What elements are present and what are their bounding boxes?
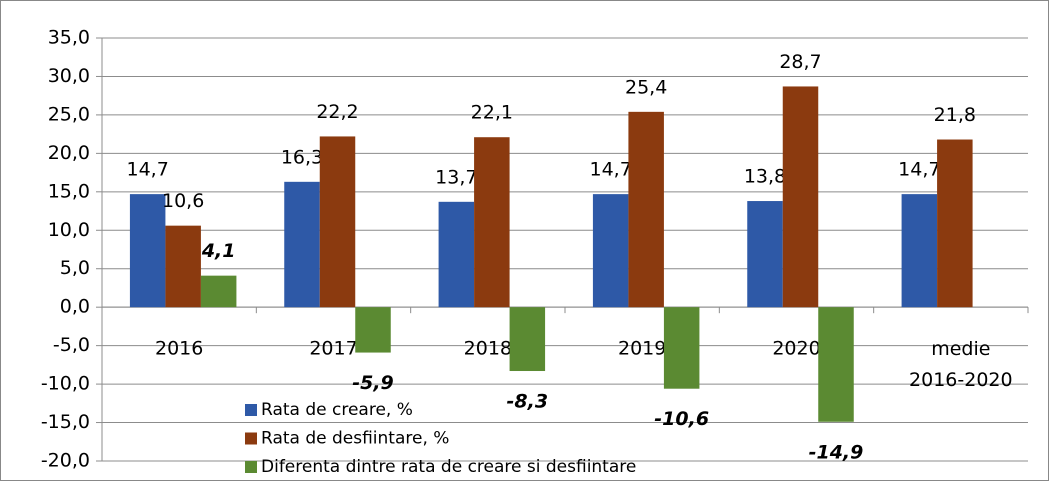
data-label: 14,7 xyxy=(127,159,169,181)
y-tick-label: -10,0 xyxy=(41,373,90,395)
bar xyxy=(200,275,237,308)
data-label: 22,2 xyxy=(316,101,358,123)
data-label: 14,7 xyxy=(590,159,632,181)
x-tick-label: 2019 xyxy=(618,338,666,360)
bar xyxy=(663,307,700,389)
y-tick-label: 35,0 xyxy=(48,27,90,49)
data-label: 21,8 xyxy=(934,104,976,126)
bar xyxy=(628,111,664,308)
bar xyxy=(937,139,973,308)
legend-swatch xyxy=(245,404,257,416)
data-label: 4,1 xyxy=(201,240,236,262)
bar xyxy=(284,181,320,308)
bar xyxy=(355,307,391,353)
data-label: -14,9 xyxy=(809,441,864,463)
legend-swatch xyxy=(245,461,257,473)
data-label: 13,7 xyxy=(435,166,477,188)
bar xyxy=(165,225,201,308)
data-label: 22,1 xyxy=(471,102,513,124)
bar xyxy=(747,201,783,308)
y-tick-label: 20,0 xyxy=(48,142,90,164)
bar xyxy=(129,194,166,308)
x-tick-label: 2020 xyxy=(772,338,820,360)
data-label: 16,3 xyxy=(281,146,323,168)
bar xyxy=(474,137,510,308)
x-tick-label-line: 2016-2020 xyxy=(909,369,1013,391)
data-label: 28,7 xyxy=(779,51,821,73)
legend-label: Rata de creare, % xyxy=(261,400,413,420)
data-label: 25,4 xyxy=(625,76,667,98)
y-tick-label: 0,0 xyxy=(60,296,90,318)
x-tick-label: 2016 xyxy=(155,338,203,360)
bar xyxy=(782,86,819,308)
bar xyxy=(901,194,938,308)
legend-swatch xyxy=(245,432,257,445)
x-tick-label: medie 2016-2020 xyxy=(909,338,1013,391)
data-label: 10,6 xyxy=(162,190,204,212)
data-label: -10,6 xyxy=(654,408,709,430)
y-tick-label: -15,0 xyxy=(41,411,90,433)
legend-label: Rata de desfiintare, % xyxy=(261,429,449,449)
data-label: 14,7 xyxy=(898,159,940,181)
y-tick-label: -20,0 xyxy=(41,450,90,472)
x-tick-label: 2017 xyxy=(309,338,357,360)
y-tick-label: 15,0 xyxy=(48,180,90,202)
bar xyxy=(592,194,629,308)
y-tick-label: 5,0 xyxy=(60,257,90,279)
x-tick-label-line: medie xyxy=(931,338,990,360)
bar xyxy=(509,307,546,372)
bar xyxy=(319,136,356,308)
y-tick-label: -5,0 xyxy=(53,334,90,356)
y-tick-label: 30,0 xyxy=(48,65,90,87)
y-tick-label: 10,0 xyxy=(48,219,90,241)
x-tick-label: 2018 xyxy=(464,338,512,360)
legend-label: Diferenta dintre rata de creare si desfi… xyxy=(261,457,636,477)
data-label: -5,9 xyxy=(352,372,394,394)
bar xyxy=(438,201,475,308)
y-tick-label: 25,0 xyxy=(48,103,90,125)
data-label: 13,8 xyxy=(744,166,786,188)
bar xyxy=(818,307,854,422)
data-label: -8,3 xyxy=(507,391,549,413)
